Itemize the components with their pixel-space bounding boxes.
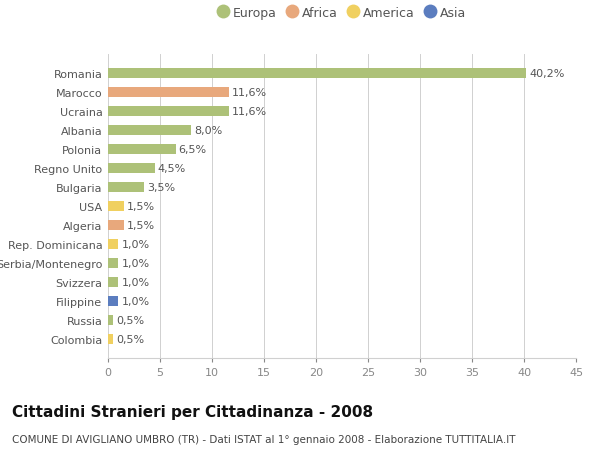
Text: 1,5%: 1,5%	[127, 220, 155, 230]
Bar	[108, 106, 229, 117]
Text: Cittadini Stranieri per Cittadinanza - 2008: Cittadini Stranieri per Cittadinanza - 2…	[12, 404, 373, 419]
Text: 3,5%: 3,5%	[148, 183, 176, 193]
Bar	[108, 88, 229, 98]
Text: 8,0%: 8,0%	[194, 126, 223, 136]
Bar	[108, 126, 191, 136]
Text: 1,0%: 1,0%	[122, 240, 149, 249]
Text: 1,0%: 1,0%	[122, 296, 149, 306]
Bar	[108, 239, 118, 250]
Bar	[108, 277, 118, 287]
Bar	[108, 315, 113, 325]
Bar	[108, 202, 124, 212]
Text: 40,2%: 40,2%	[529, 69, 565, 79]
Text: COMUNE DI AVIGLIANO UMBRO (TR) - Dati ISTAT al 1° gennaio 2008 - Elaborazione TU: COMUNE DI AVIGLIANO UMBRO (TR) - Dati IS…	[12, 434, 515, 444]
Bar	[108, 145, 176, 155]
Bar	[108, 296, 118, 307]
Text: 1,5%: 1,5%	[127, 202, 155, 212]
Bar	[108, 334, 113, 344]
Text: 0,5%: 0,5%	[116, 315, 145, 325]
Text: 0,5%: 0,5%	[116, 334, 145, 344]
Text: 11,6%: 11,6%	[232, 107, 267, 117]
Bar	[108, 258, 118, 269]
Text: 6,5%: 6,5%	[179, 145, 207, 155]
Text: 1,0%: 1,0%	[122, 277, 149, 287]
Legend: Europa, Africa, America, Asia: Europa, Africa, America, Asia	[218, 7, 466, 20]
Bar	[108, 69, 526, 79]
Text: 11,6%: 11,6%	[232, 88, 267, 98]
Bar	[108, 220, 124, 231]
Text: 1,0%: 1,0%	[122, 258, 149, 269]
Bar	[108, 182, 145, 193]
Bar	[108, 163, 155, 174]
Text: 4,5%: 4,5%	[158, 164, 186, 174]
